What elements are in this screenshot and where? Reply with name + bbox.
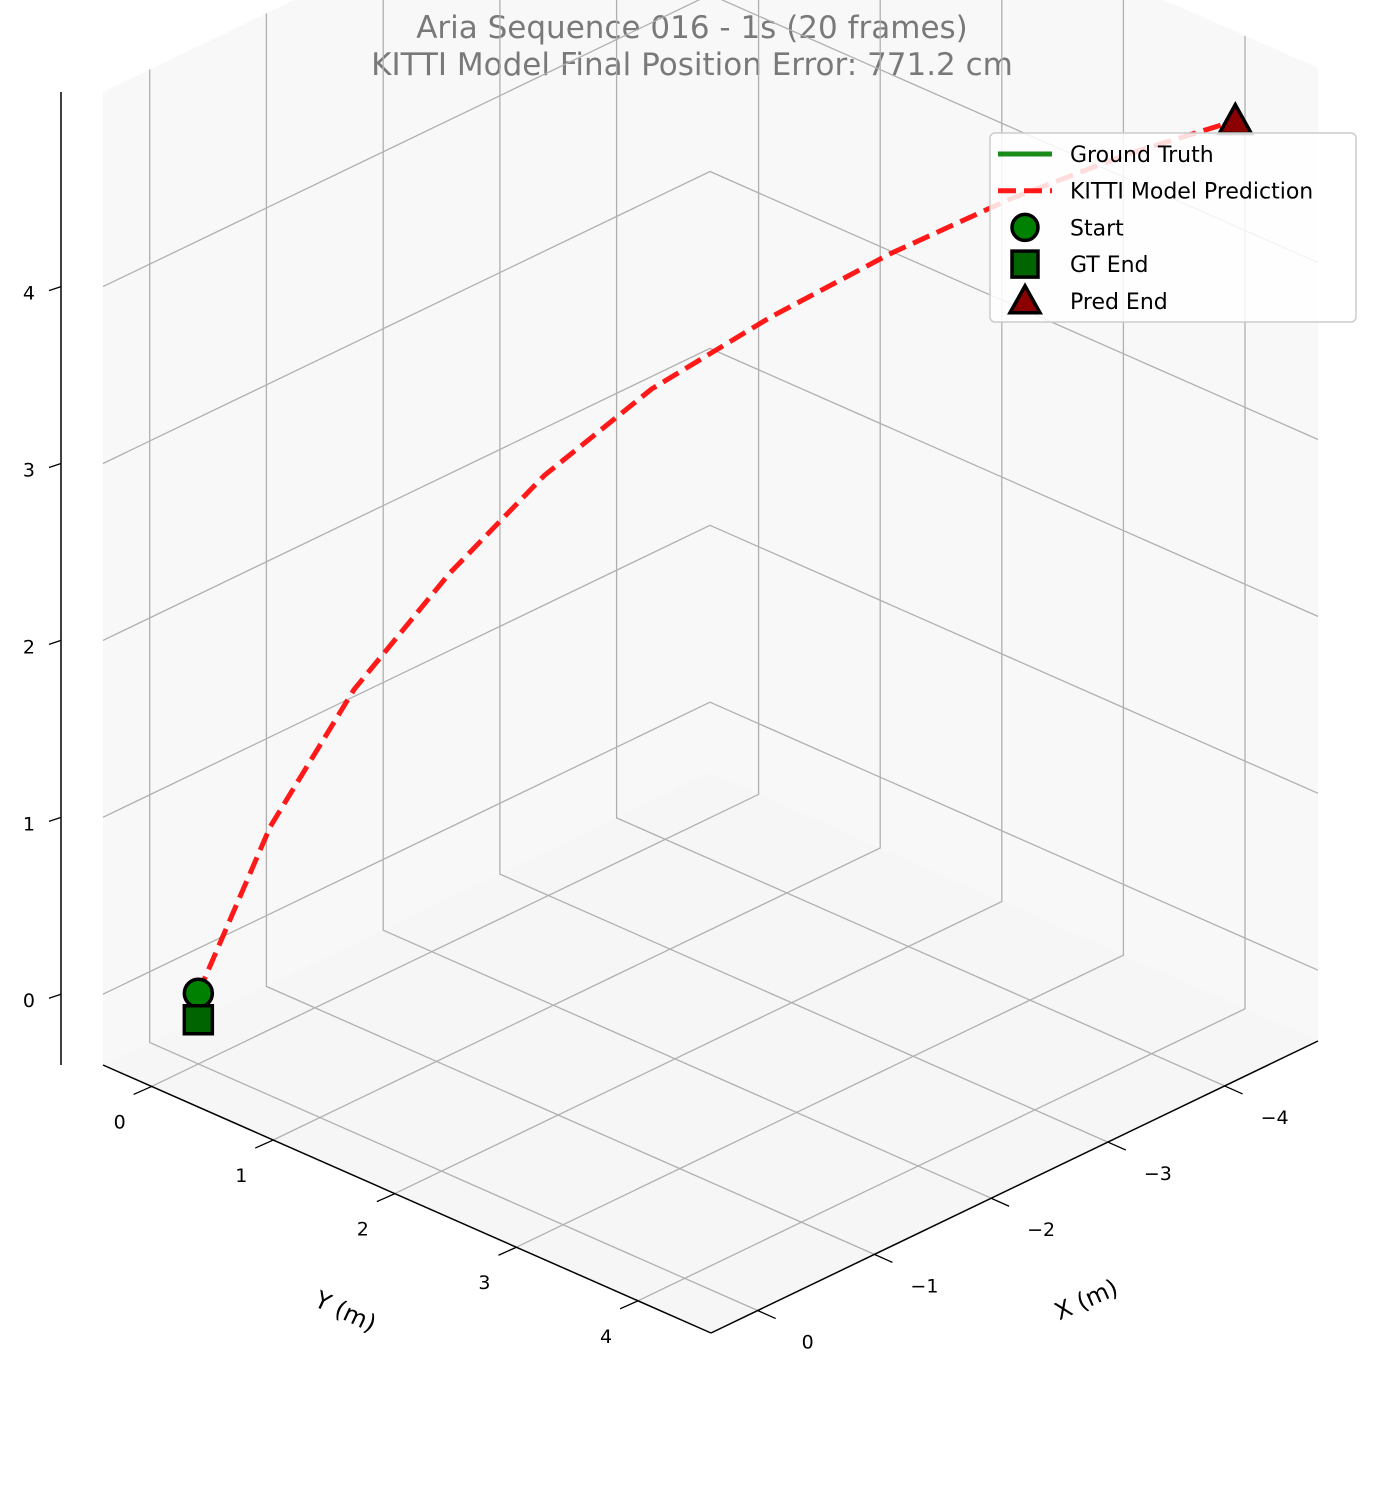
pane-yz-left xyxy=(103,0,710,1065)
z-tick xyxy=(48,993,62,999)
y-axis-line xyxy=(102,1064,712,1334)
x-tick-label: 0 xyxy=(802,1332,814,1354)
grid-line-z xyxy=(102,701,1319,995)
x-tick xyxy=(757,1309,776,1320)
axis-lines xyxy=(60,92,1319,1334)
grid-line-y xyxy=(637,35,1246,1302)
marker-gt-end xyxy=(1010,249,1040,279)
x-axis-line xyxy=(710,1040,1319,1334)
x-tick xyxy=(1224,1085,1243,1095)
marker-layer xyxy=(182,100,1255,1036)
z-tick-label: 2 xyxy=(23,636,35,658)
legend-entry-ground-truth: Ground Truth xyxy=(998,143,1214,168)
legend-box xyxy=(989,132,1357,323)
y-tick xyxy=(133,1085,152,1096)
series-line-kitti-model-prediction xyxy=(196,118,1237,995)
z-tick xyxy=(48,285,62,292)
legend-entries: Ground Truth KITTI Model Prediction Start G… xyxy=(998,143,1313,315)
y-tick-label: 0 xyxy=(114,1111,126,1133)
x-tick-label: −3 xyxy=(1144,1163,1172,1185)
marker-pred-end xyxy=(1007,282,1043,315)
x-tick xyxy=(990,1197,1010,1207)
y-tick xyxy=(376,1193,396,1203)
grid-line-z xyxy=(102,524,1319,818)
marker-start xyxy=(1010,212,1040,243)
y-tick-label: 4 xyxy=(600,1326,612,1348)
y-tick xyxy=(254,1139,274,1149)
legend-entry-start: Start xyxy=(1010,212,1124,243)
legend-entry-pred-end: Pred End xyxy=(1007,282,1168,315)
legend-label: KITTI Model Prediction xyxy=(1070,180,1313,205)
x-tick-label: −2 xyxy=(1027,1219,1055,1241)
grid-line-x xyxy=(265,13,875,1255)
y-tick xyxy=(619,1300,639,1310)
legend-label: Pred End xyxy=(1070,290,1168,315)
tick-labels: 0 −1 −2 −3 −4 0 1 2 3 4 0 1 2 3 4 xyxy=(23,283,1289,1354)
marker-gt-end xyxy=(182,1004,215,1036)
z-tick-label: 1 xyxy=(23,813,35,835)
grid-line-x xyxy=(382,0,992,1199)
tick-marks xyxy=(48,285,1243,1320)
x-tick xyxy=(874,1253,893,1263)
z-tick-label: 0 xyxy=(23,990,35,1012)
x-tick xyxy=(1107,1141,1127,1151)
grid-line-x xyxy=(499,0,1109,1143)
y-tick-label: 2 xyxy=(357,1219,369,1241)
grid-line-y xyxy=(151,0,760,1087)
z-tick xyxy=(48,462,62,469)
legend-label: Start xyxy=(1070,216,1124,241)
legend-label: Ground Truth xyxy=(1070,143,1214,168)
z-tick xyxy=(48,816,62,822)
y-axis-label: Y (m) xyxy=(309,1285,380,1338)
x-tick-label: −1 xyxy=(910,1275,938,1297)
grid-line-z xyxy=(102,170,1319,465)
legend-entry-kitti-model-prediction: KITTI Model Prediction xyxy=(998,180,1313,205)
grid-line-z xyxy=(102,347,1319,641)
legend-entry-gt-end: GT End xyxy=(1010,249,1149,279)
x-axis-label: X (m) xyxy=(1050,1273,1122,1326)
y-tick-label: 1 xyxy=(235,1165,247,1187)
x-tick-label: −4 xyxy=(1261,1107,1289,1129)
y-tick xyxy=(498,1246,517,1256)
z-tick-label: 3 xyxy=(23,460,35,482)
y-tick-label: 3 xyxy=(478,1272,490,1294)
legend: Ground Truth KITTI Model Prediction Start G… xyxy=(989,132,1357,323)
grid-lines xyxy=(102,0,1319,1312)
grid-line-x xyxy=(149,69,758,1312)
grid-line-x xyxy=(615,0,1225,1087)
z-tick xyxy=(48,639,62,646)
marker-start xyxy=(182,977,215,1009)
legend-label: GT End xyxy=(1070,253,1149,278)
pane-floor xyxy=(103,773,1318,1333)
z-tick-label: 4 xyxy=(23,283,35,305)
grid-line-y xyxy=(272,0,881,1141)
